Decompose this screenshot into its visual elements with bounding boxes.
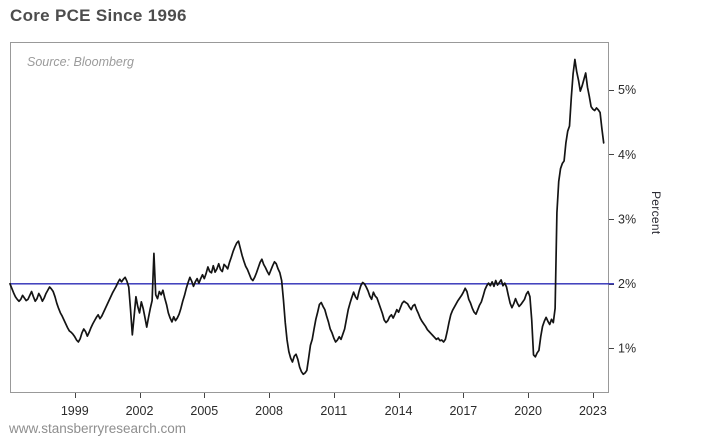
x-tick-label: 2005 [190,404,218,418]
source-note: Source: Bloomberg [27,55,135,69]
y-tick-label: 4% [618,148,636,162]
x-tick-label: 2023 [579,404,607,418]
y-tick-label: 2% [618,277,636,291]
plot-frame [10,42,609,393]
y-axis-label: Percent [649,191,663,235]
y-tick-label: 5% [618,83,636,97]
y-tick-label: 3% [618,212,636,226]
x-tick-label: 2020 [514,404,542,418]
series-line [9,58,605,376]
page-title: Core PCE Since 1996 [10,6,187,25]
y-tick-label: 1% [618,342,636,356]
x-tick-label: 2017 [449,404,477,418]
footer-url: www.stansberryresearch.com [9,421,187,436]
x-tick-label: 2011 [320,404,347,418]
x-tick-label: 2014 [385,404,413,418]
x-tick-label: 1999 [61,404,89,418]
x-tick-label: 2002 [126,404,154,418]
x-tick-label: 2008 [255,404,283,418]
